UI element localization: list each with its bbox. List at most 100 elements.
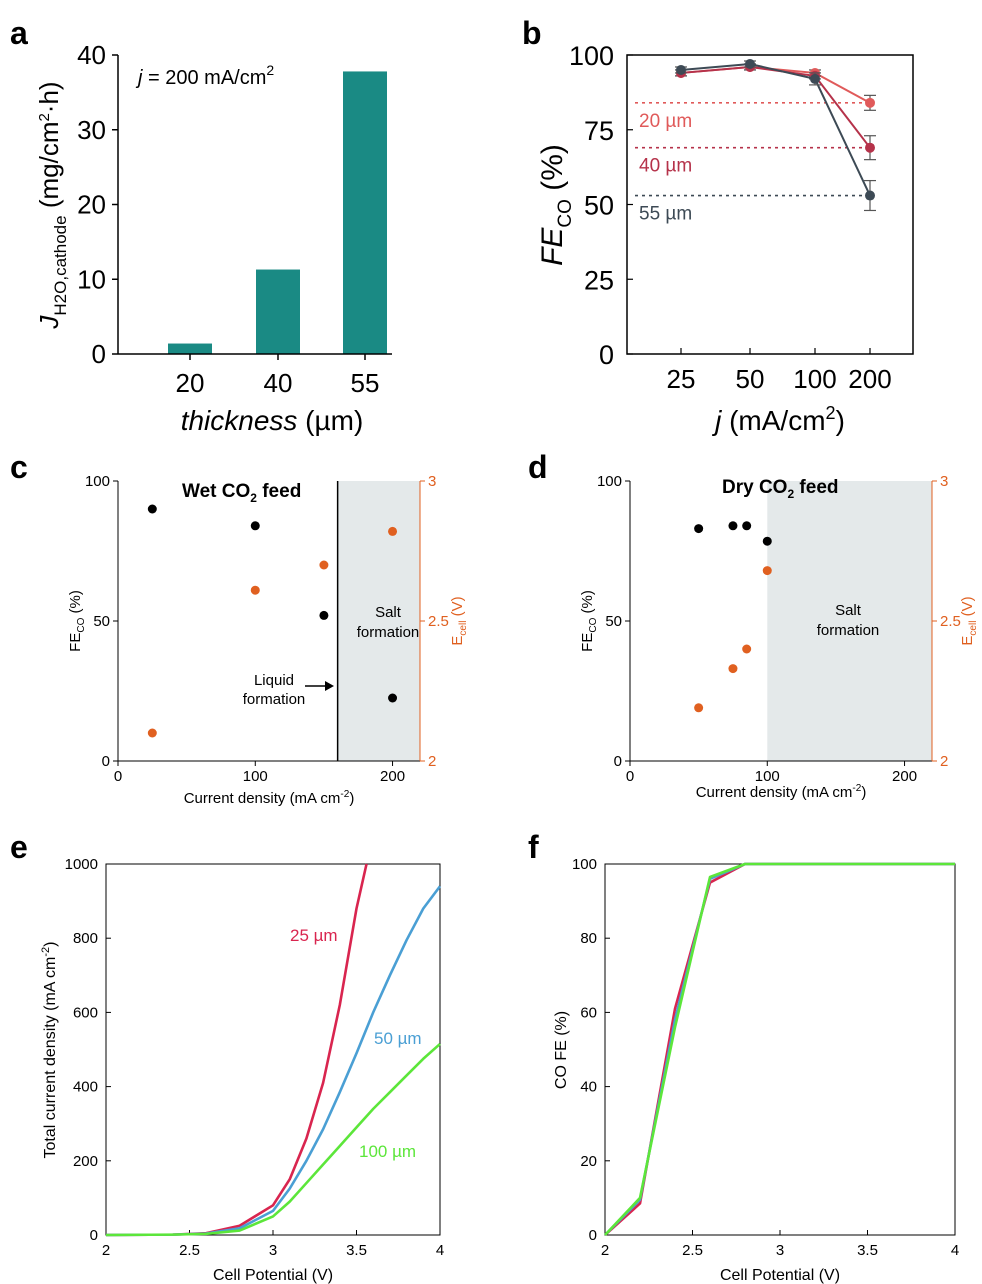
- panel-d-salt-region: [767, 481, 932, 761]
- panel-f-x-tick-label: 3.5: [857, 1242, 878, 1259]
- panel-c-ecell-point: [147, 728, 157, 738]
- panel-b-series-line: [680, 62, 871, 196]
- panel-b-y-label: FECO (%): [536, 144, 576, 266]
- panel-f-y-tick-label: 60: [580, 1004, 597, 1021]
- panel-b-chart: 0 25 50 75 100 25 50 100 200 20 µm 40 µm 55 µm j …: [536, 41, 914, 436]
- panel-letter-a: a: [10, 15, 28, 51]
- panel-c-fe-point: [147, 504, 157, 514]
- panel-b-point: [865, 190, 875, 201]
- panel-d-y-tick-label-left: 100: [597, 473, 622, 490]
- panel-b-series-line: [680, 65, 871, 104]
- panel-d-region-label: Salt formation: [817, 602, 880, 639]
- panel-c-chart: 0 100 200 0 50 100 2 2.5 3 Wet CO2 feed Salt form…: [67, 473, 469, 807]
- panel-f-y-tick-label: 20: [580, 1153, 597, 1170]
- panel-e-y-tick-label: 800: [73, 930, 98, 947]
- panel-a-chart: 0 10 20 30 40 20 40 55 j = 200 mA/cm2 thicknes…: [34, 40, 392, 436]
- panel-a-annotation: j = 200 mA/cm2: [135, 62, 274, 89]
- panel-f-x-tick-label: 4: [951, 1242, 959, 1259]
- panel-d-y-tick-label-right: 2: [940, 753, 948, 770]
- panel-a-bar-20: [168, 343, 212, 354]
- panel-d-fe-point: [742, 521, 752, 531]
- panel-e-chart: 2 2.5 3 3.5 4 0 200 400 600 800 1000 25 µm 50 µm 100…: [40, 856, 444, 1284]
- panel-d-x-tick-label: 0: [626, 768, 634, 785]
- panel-c-ecell-point: [250, 585, 260, 595]
- panel-d-x-tick-label: 100: [755, 768, 780, 785]
- panel-d-ecell-point: [762, 566, 772, 576]
- panel-b-y-tick-label: 75: [584, 116, 614, 146]
- panel-b-point: [865, 97, 875, 108]
- panel-e-y-tick-label: 400: [73, 1079, 98, 1096]
- panel-d-ecell-point: [694, 703, 704, 713]
- panel-c-y-label-left: FECO (%): [67, 590, 87, 652]
- panel-c-x-label: Current density (mA cm-2): [184, 789, 355, 807]
- panel-f-y-tick-label: 100: [572, 856, 597, 873]
- panel-b-point: [810, 73, 820, 84]
- panel-e-y-tick-label: 1000: [65, 856, 98, 873]
- panel-letter-b: b: [522, 15, 542, 51]
- panel-e-y-label: Total current density (mA cm-2): [40, 942, 59, 1159]
- panel-e-y-tick-label: 600: [73, 1004, 98, 1021]
- panel-d-y-label-left: FECO (%): [579, 590, 599, 652]
- panel-c-y-tick-label-right: 3: [428, 473, 436, 490]
- panel-letter-f: f: [528, 829, 539, 865]
- panel-c-title: Wet CO2 feed: [182, 481, 301, 505]
- panel-e-x-label: Cell Potential (V): [213, 1267, 333, 1284]
- panel-letter-e: e: [10, 829, 28, 865]
- panel-b-series-label: 20 µm: [639, 111, 692, 132]
- panel-f-series-line: [604, 862, 955, 1236]
- panel-c-liquid-arrow: [305, 681, 334, 691]
- panel-a-x-tick-label: 20: [176, 368, 205, 398]
- panel-d-x-tick-label: 200: [892, 768, 917, 785]
- panel-e-series-label: 100 µm: [359, 1142, 416, 1161]
- panel-c-y-tick-label-right: 2.5: [428, 613, 449, 630]
- panel-c-region-label: Salt formation: [357, 604, 420, 641]
- panel-c-y-tick-label-right: 2: [428, 753, 436, 770]
- panel-f-series-line: [604, 862, 955, 1236]
- panel-c-y-tick-label-left: 0: [102, 753, 110, 770]
- panel-a-y-tick-label: 30: [77, 115, 106, 145]
- panel-c-salt-region: [337, 481, 420, 761]
- panel-f-x-label: Cell Potential (V): [720, 1267, 840, 1284]
- panel-d-y-tick-label-left: 50: [605, 613, 622, 630]
- panel-c-fe-point: [388, 693, 398, 703]
- panel-a-y-tick-label: 10: [77, 264, 106, 294]
- panel-a-bar-40: [256, 269, 300, 354]
- panel-b-point: [865, 142, 875, 153]
- panel-d-y-tick-label-left: 0: [614, 753, 622, 770]
- panel-c-y-label-right: Ecell (V): [449, 596, 469, 645]
- panel-c-y-tick-label-left: 100: [85, 473, 110, 490]
- panel-d-ecell-point: [728, 664, 738, 674]
- panel-f-y-tick-label: 0: [589, 1227, 597, 1244]
- panel-e-series-label: 50 µm: [374, 1029, 422, 1048]
- panel-e-series-line: [105, 885, 442, 1237]
- panel-d-chart: 0 100 200 0 50 100 2 2.5 3 Dry CO2 feed Salt form…: [579, 473, 979, 801]
- panel-f-frame: [604, 863, 956, 1236]
- panel-d-fe-point: [762, 536, 772, 546]
- panel-a-y-tick-label: 0: [92, 339, 106, 369]
- panel-b-y-tick-label: 0: [599, 340, 614, 370]
- panel-e-series-line: [105, 863, 368, 1237]
- panel-d-x-label: Current density (mA cm-2): [696, 783, 867, 801]
- panel-f-y-tick-label: 80: [580, 930, 597, 947]
- panel-c-y-tick-label-left: 50: [93, 613, 110, 630]
- panel-a-x-label: thickness (µm): [181, 405, 364, 436]
- panel-b-series-label: 55 µm: [639, 204, 692, 225]
- panel-c-ecell-point: [319, 560, 329, 570]
- panel-e-x-tick-label: 2: [102, 1242, 110, 1259]
- panel-a-x-tick-label: 55: [351, 368, 380, 398]
- panel-b-y-tick-label: 100: [569, 41, 614, 71]
- panel-b-point: [676, 64, 686, 75]
- panel-b-x-label: j (mA/cm2): [711, 403, 845, 436]
- panel-b-y-tick-label: 25: [584, 265, 614, 295]
- panel-e-frame: [105, 863, 441, 1236]
- panel-b-x-tick-label: 25: [667, 364, 696, 394]
- panel-b-series-label: 40 µm: [639, 156, 692, 177]
- panel-d-y-tick-label-right: 2.5: [940, 613, 961, 630]
- panel-a-y-tick-label: 20: [77, 190, 106, 220]
- panel-d-fe-point: [694, 524, 704, 534]
- panel-e-x-tick-label: 4: [436, 1242, 444, 1259]
- panel-d-ecell-point: [742, 644, 752, 654]
- panel-a-y-tick-label: 40: [77, 40, 106, 70]
